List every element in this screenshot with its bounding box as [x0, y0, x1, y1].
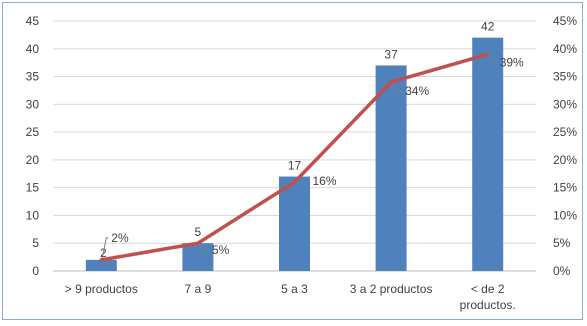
x-category-label: < de 2	[471, 282, 505, 296]
x-axis-categories: > 9 productos 7 a 9 5 a 3 3 a 2 productos < …	[65, 282, 516, 312]
x-category-label: 7 a 9	[185, 282, 212, 296]
line-data-label: 2%	[111, 231, 129, 245]
combo-chart: 0 5 10 15 20 25 30 35 40 45 0% 5% 10% 15% 20% 25% 30% 35…	[26, 14, 578, 312]
y-left-tick-label: 45	[26, 14, 40, 28]
y-left-tick-label: 35	[26, 70, 40, 84]
gridlines	[53, 20, 536, 272]
x-category-label: 3 a 2 productos	[350, 282, 433, 296]
line-series	[99, 52, 490, 262]
y-right-tick-label: 35%	[553, 70, 577, 84]
y-right-tick-label: 20%	[553, 153, 577, 167]
y-left-tick-label: 40	[26, 42, 40, 56]
chart-frame: 0 5 10 15 20 25 30 35 40 45 0% 5% 10% 15% 20% 25% 30% 35…	[2, 2, 583, 320]
y-right-tick-label: 15%	[553, 181, 577, 195]
y-right-tick-label: 5%	[553, 236, 571, 250]
y-left-tick-label: 10	[26, 208, 40, 222]
bar	[182, 243, 214, 271]
bar	[85, 259, 117, 271]
line-path	[99, 52, 490, 262]
bar-data-label: 5	[195, 225, 202, 239]
y-left-tick-label: 25	[26, 125, 40, 139]
x-category-label: > 9 productos	[65, 282, 138, 296]
left-y-axis: 0 5 10 15 20 25 30 35 40 45	[26, 14, 40, 278]
bar-data-label: 42	[481, 20, 495, 34]
line-data-label: 39%	[500, 55, 524, 69]
data-label-leader	[198, 244, 209, 251]
y-right-tick-label: 25%	[553, 125, 577, 139]
x-category-label: 5 a 3	[281, 282, 308, 296]
line-data-label: 5%	[212, 243, 230, 257]
y-left-tick-label: 0	[32, 264, 39, 278]
y-left-tick-label: 30	[26, 97, 40, 111]
data-label-leader	[391, 83, 403, 92]
y-right-tick-label: 10%	[553, 208, 577, 222]
y-left-tick-label: 5	[32, 236, 39, 250]
data-label-leader	[101, 237, 109, 258]
line-data-label: 34%	[405, 84, 429, 98]
bar	[472, 37, 504, 271]
bar-data-label: 17	[288, 159, 302, 173]
data-label-leader	[488, 56, 497, 63]
y-left-tick-label: 15	[26, 181, 40, 195]
y-right-tick-label: 45%	[553, 14, 577, 28]
line-data-label: 16%	[313, 174, 337, 188]
right-y-axis: 0% 5% 10% 15% 20% 25% 30% 35% 40% 45%	[553, 14, 577, 278]
y-right-tick-label: 0%	[553, 264, 571, 278]
y-right-tick-label: 30%	[553, 97, 577, 111]
bar	[279, 176, 310, 271]
x-category-label: productos.	[460, 298, 516, 312]
bar	[375, 65, 407, 271]
y-left-tick-label: 20	[26, 153, 40, 167]
bar-data-label: 37	[384, 47, 398, 61]
bar-series	[85, 37, 504, 271]
y-right-tick-label: 40%	[553, 42, 577, 56]
